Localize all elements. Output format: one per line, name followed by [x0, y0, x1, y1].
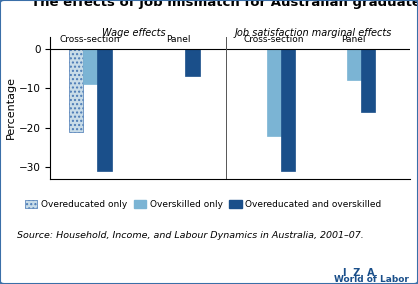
Text: Cross-section: Cross-section — [60, 35, 120, 44]
Text: Cross-section: Cross-section — [244, 35, 304, 44]
Text: Job satisfaction marginal effects: Job satisfaction marginal effects — [235, 28, 393, 38]
Legend: Overeducated only, Overskilled only, Overeducated and overskilled: Overeducated only, Overskilled only, Ove… — [21, 197, 385, 213]
Text: Panel: Panel — [166, 35, 190, 44]
Bar — [185, 49, 199, 76]
Bar — [281, 49, 296, 171]
Text: I  Z  A: I Z A — [343, 268, 375, 278]
Text: Source: Household, Income, and Labour Dynamics in Australia, 2001–07.: Source: Household, Income, and Labour Dy… — [17, 231, 364, 240]
Text: World of Labor: World of Labor — [334, 275, 409, 284]
Text: Panel: Panel — [342, 35, 366, 44]
Bar — [347, 49, 361, 80]
Bar — [97, 49, 112, 171]
Bar — [83, 49, 97, 84]
Text: Wage effects: Wage effects — [102, 28, 166, 38]
Title: The effects of job mismatch for Australian graduates: The effects of job mismatch for Australi… — [31, 0, 418, 9]
Bar — [267, 49, 281, 135]
Bar — [361, 49, 375, 112]
Bar — [69, 49, 83, 131]
Y-axis label: Percentage: Percentage — [6, 76, 16, 139]
